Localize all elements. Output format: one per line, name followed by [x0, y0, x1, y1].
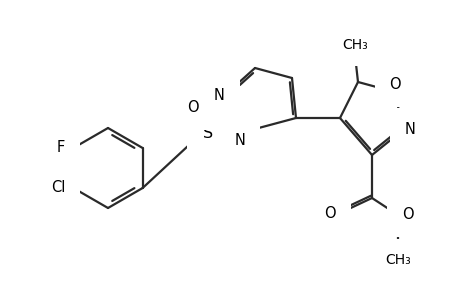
Text: O: O — [388, 77, 400, 92]
Text: CH₃: CH₃ — [341, 38, 367, 52]
Text: O: O — [187, 100, 198, 116]
Text: S: S — [202, 125, 213, 140]
Text: CH₃: CH₃ — [384, 253, 410, 267]
Text: F: F — [57, 140, 65, 155]
Text: N: N — [404, 122, 415, 137]
Text: O: O — [401, 208, 413, 223]
Text: Cl: Cl — [51, 181, 65, 196]
Text: O: O — [222, 100, 233, 116]
Text: N: N — [213, 88, 224, 103]
Text: N: N — [234, 133, 245, 148]
Text: O: O — [324, 206, 335, 220]
